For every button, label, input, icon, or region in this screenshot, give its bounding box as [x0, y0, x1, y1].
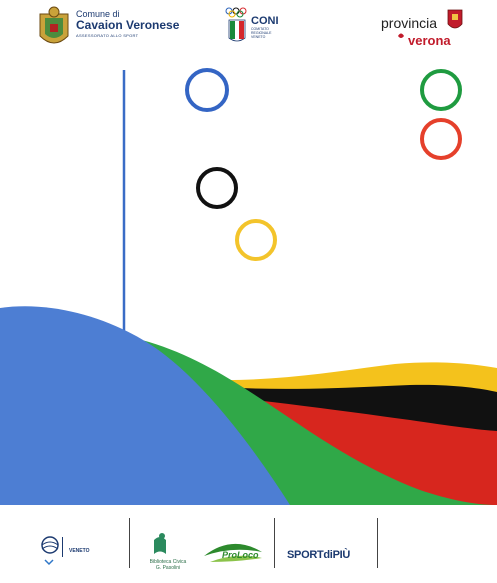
black-ring-icon: [196, 167, 238, 209]
comune-line2: Cavaion Veronese: [76, 18, 180, 33]
footer-divider: [274, 518, 275, 568]
comune-line1: Comune di: [76, 9, 120, 19]
regione-veneto-logo-icon: [41, 536, 63, 566]
provincia-line1: provincia: [381, 15, 438, 31]
comune-crest-icon: [39, 6, 69, 44]
red-ring-icon: [420, 118, 462, 160]
provincia-line2: verona: [408, 33, 451, 48]
comune-logo-text: Comune di Cavaion Veronese ASSESSORATO A…: [76, 9, 180, 39]
olympic-waves: [0, 306, 497, 505]
blue-ring-icon: [185, 68, 229, 112]
green-ring-icon: [420, 69, 462, 111]
biblioteca-name: Biblioteca Civica: [149, 559, 187, 565]
sport-di-piu-logo: SPORTdiPIÙ: [287, 549, 351, 561]
proloco-logo-icon: [204, 543, 262, 562]
biblioteca-label: Biblioteca Civica G. Pasolini: [147, 559, 189, 571]
provincia-shield-icon: [398, 9, 463, 38]
yellow-ring-icon: [235, 219, 277, 261]
biblioteca-logo-icon: [154, 533, 166, 554]
footer-divider: [129, 518, 130, 568]
veneto-label: VENETO: [69, 548, 90, 554]
comune-tagline: ASSESSORATO ALLO SPORT: [76, 33, 139, 39]
biblioteca-sub: G. Pasolini: [155, 564, 181, 571]
coni-label: CONI: [251, 15, 279, 27]
footer-divider: [377, 518, 378, 568]
proloco-label: ProLoco: [222, 550, 259, 560]
coni-logo-icon: [225, 7, 247, 42]
coni-tagline: COMITATO REGIONALE VENETO: [251, 27, 272, 39]
